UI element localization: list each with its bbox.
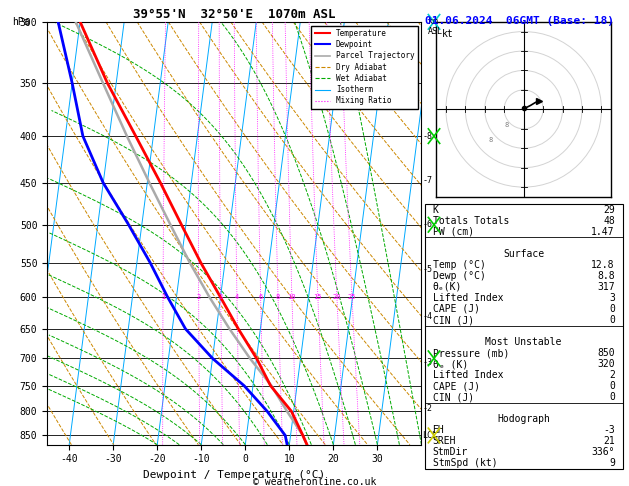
Text: StmSpd (kt): StmSpd (kt) [433,458,497,469]
Text: -4: -4 [423,312,433,321]
Text: 4: 4 [235,294,239,300]
Text: 20: 20 [333,294,341,300]
Text: 0: 0 [609,381,615,391]
Text: -6: -6 [423,220,433,229]
Text: Temp (°C): Temp (°C) [433,260,486,270]
Text: StmDir: StmDir [433,448,468,457]
Text: 3: 3 [219,294,223,300]
Text: Most Unstable: Most Unstable [486,337,562,347]
Text: 9: 9 [609,458,615,469]
Text: 0: 0 [609,392,615,402]
Text: kt: kt [442,30,454,39]
Text: 25: 25 [348,294,356,300]
Text: Hodograph: Hodograph [497,415,550,424]
Text: Lifted Index: Lifted Index [433,293,503,303]
Text: -5: -5 [423,265,433,274]
Text: 1: 1 [161,294,165,300]
Text: θₑ(K): θₑ(K) [433,282,462,292]
Text: 0: 0 [609,315,615,325]
Text: SREH: SREH [433,436,456,447]
Text: CIN (J): CIN (J) [433,315,474,325]
Text: CAPE (J): CAPE (J) [433,304,479,314]
Text: 2: 2 [196,294,201,300]
Text: 3: 3 [609,293,615,303]
Text: 12.8: 12.8 [591,260,615,270]
Text: -8: -8 [423,132,433,140]
Text: 15: 15 [314,294,322,300]
Text: 8: 8 [504,122,508,128]
Text: 6: 6 [259,294,263,300]
Text: -7: -7 [423,176,433,185]
Text: 10: 10 [287,294,296,300]
X-axis label: Dewpoint / Temperature (°C): Dewpoint / Temperature (°C) [143,470,325,480]
Text: km
ASL: km ASL [428,17,443,36]
Text: LCL: LCL [423,431,438,440]
Legend: Temperature, Dewpoint, Parcel Trajectory, Dry Adiabat, Wet Adiabat, Isotherm, Mi: Temperature, Dewpoint, Parcel Trajectory… [311,26,418,108]
Text: 336°: 336° [591,448,615,457]
Text: 2: 2 [609,370,615,380]
Text: Lifted Index: Lifted Index [433,370,503,380]
Text: K: K [433,205,438,215]
Title: 39°55'N  32°50'E  1070m ASL: 39°55'N 32°50'E 1070m ASL [133,8,335,21]
Text: 8: 8 [489,138,493,143]
Text: CIN (J): CIN (J) [433,392,474,402]
Text: -2: -2 [423,404,433,414]
Text: © weatheronline.co.uk: © weatheronline.co.uk [253,477,376,486]
Text: 320: 320 [597,359,615,369]
Text: 01.06.2024  06GMT (Base: 18): 01.06.2024 06GMT (Base: 18) [425,16,613,26]
Text: hPa: hPa [13,17,30,27]
Text: PW (cm): PW (cm) [433,226,474,237]
Text: EH: EH [433,425,444,435]
Text: Totals Totals: Totals Totals [433,216,509,226]
Text: 21: 21 [603,436,615,447]
Text: 1.47: 1.47 [591,226,615,237]
Text: 8.8: 8.8 [597,271,615,281]
Text: Surface: Surface [503,249,544,259]
Text: Pressure (mb): Pressure (mb) [433,348,509,358]
Text: CAPE (J): CAPE (J) [433,381,479,391]
Text: 850: 850 [597,348,615,358]
Text: Dewp (°C): Dewp (°C) [433,271,486,281]
Text: 317: 317 [597,282,615,292]
Text: 48: 48 [603,216,615,226]
Text: 29: 29 [603,205,615,215]
Text: -3: -3 [423,358,433,367]
Text: 8: 8 [276,294,280,300]
Text: 0: 0 [609,304,615,314]
Text: θₑ (K): θₑ (K) [433,359,468,369]
Text: -3: -3 [603,425,615,435]
